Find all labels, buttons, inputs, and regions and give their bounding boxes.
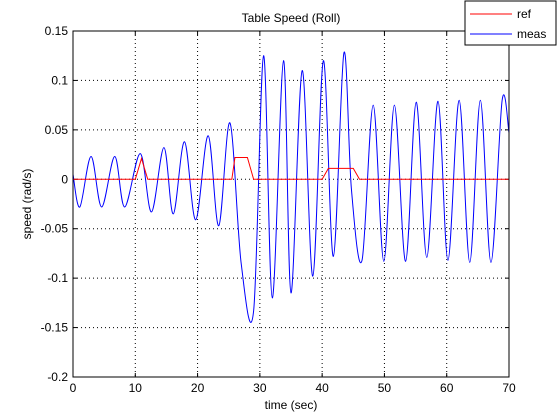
x-tick-label: 70 — [502, 381, 516, 395]
legend-box — [464, 0, 557, 46]
x-tick-label: 30 — [253, 381, 267, 395]
x-tick-label: 0 — [70, 381, 77, 395]
x-tick-label: 40 — [315, 381, 329, 395]
y-tick-label: -0.1 — [47, 271, 68, 285]
series-line-meas — [72, 51, 510, 323]
x-tick-label: 50 — [378, 381, 392, 395]
x-tick-label: 10 — [129, 381, 143, 395]
series-line-ref — [72, 151, 509, 180]
y-tick-label: 0.05 — [45, 123, 69, 137]
y-tick-label: 0 — [61, 172, 68, 186]
y-tick-label: -0.2 — [47, 370, 68, 384]
series-layer — [72, 51, 510, 323]
y-tick-label: -0.05 — [41, 222, 69, 236]
legend: ref meas — [464, 0, 557, 46]
y-tick-label: 0.15 — [45, 24, 69, 38]
y-tick-label: 0.1 — [51, 73, 68, 87]
chart-title: Table Speed (Roll) — [242, 11, 341, 25]
x-tick-label: 20 — [191, 381, 205, 395]
tick-labels-layer: 0 10 20 30 40 50 60 70 -0.2 -0.15 -0.1 -0.05 0 0.05 0.… — [41, 24, 516, 395]
x-axis-title: time (sec) — [265, 398, 318, 412]
legend-label-ref: ref — [517, 7, 532, 21]
y-tick-label: -0.15 — [41, 321, 69, 335]
x-tick-label: 60 — [440, 381, 454, 395]
plot-area — [73, 31, 509, 377]
legend-label-meas: meas — [517, 27, 546, 41]
plot-frame — [72, 30, 510, 378]
y-axis-title: speed (rad/s) — [20, 169, 34, 240]
